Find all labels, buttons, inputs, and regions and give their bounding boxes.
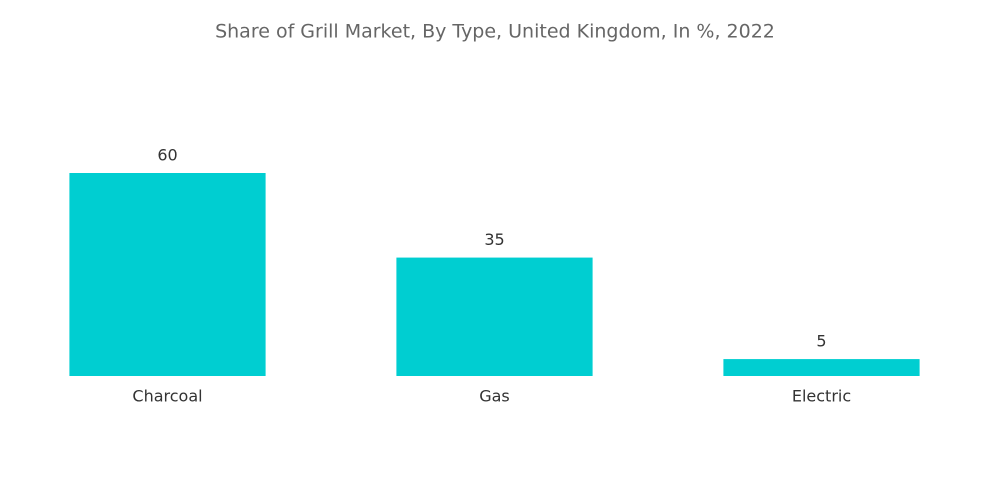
bar bbox=[396, 257, 593, 376]
x-tick-label: Charcoal bbox=[132, 387, 202, 406]
data-label: 60 bbox=[157, 146, 177, 165]
x-tick-label: Gas bbox=[479, 387, 510, 406]
bar bbox=[69, 173, 266, 376]
bar bbox=[723, 359, 920, 376]
chart-title: Share of Grill Market, By Type, United K… bbox=[215, 21, 775, 43]
x-tick-label: Electric bbox=[792, 387, 851, 406]
data-label: 35 bbox=[484, 230, 504, 249]
data-label: 5 bbox=[816, 332, 826, 351]
